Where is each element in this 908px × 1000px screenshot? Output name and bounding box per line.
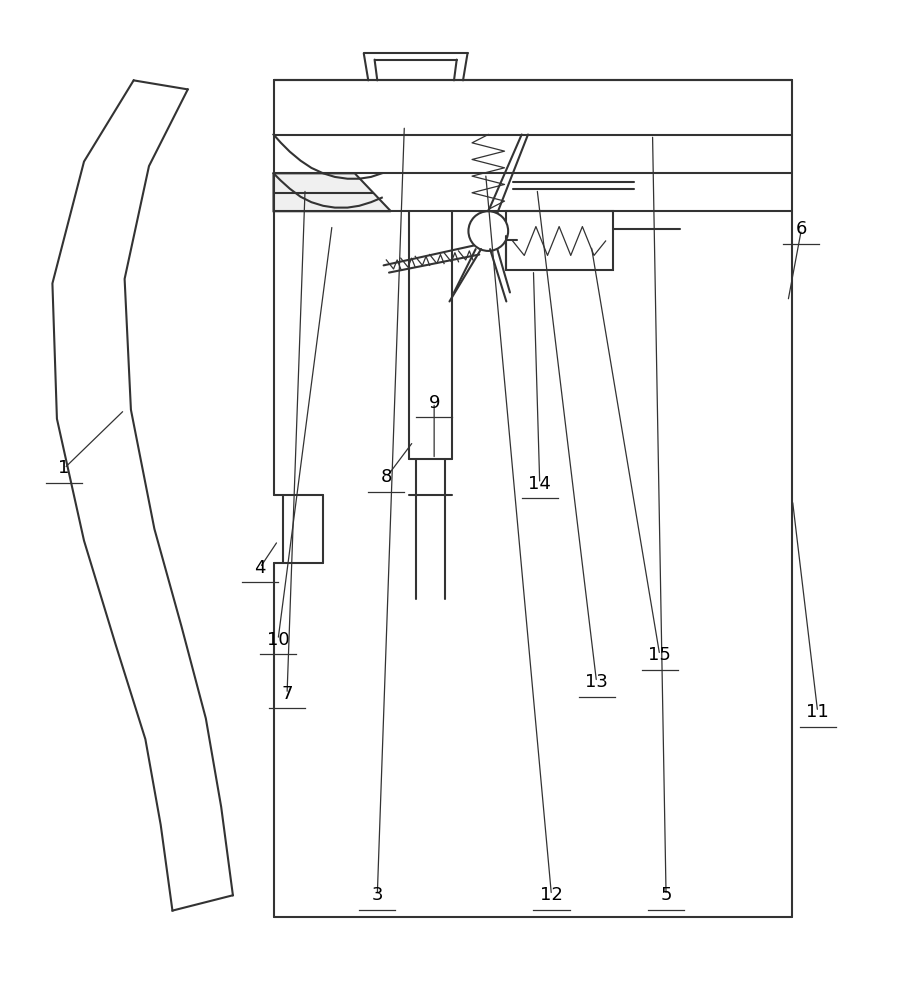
Text: 14: 14 [528, 475, 551, 493]
Text: 13: 13 [585, 673, 608, 691]
Circle shape [469, 211, 508, 251]
Text: 1: 1 [58, 459, 70, 477]
Bar [507, 211, 613, 270]
Text: 10: 10 [267, 631, 290, 649]
Polygon shape [273, 173, 390, 211]
Text: 8: 8 [380, 468, 392, 486]
Text: 9: 9 [429, 394, 439, 412]
Text: 6: 6 [795, 220, 807, 238]
Text: 15: 15 [648, 646, 671, 664]
Text: 3: 3 [371, 886, 383, 904]
Text: 4: 4 [254, 559, 266, 577]
Text: 7: 7 [281, 685, 292, 703]
Text: 5: 5 [660, 886, 672, 904]
Text: 11: 11 [806, 703, 829, 721]
Text: 12: 12 [540, 886, 563, 904]
